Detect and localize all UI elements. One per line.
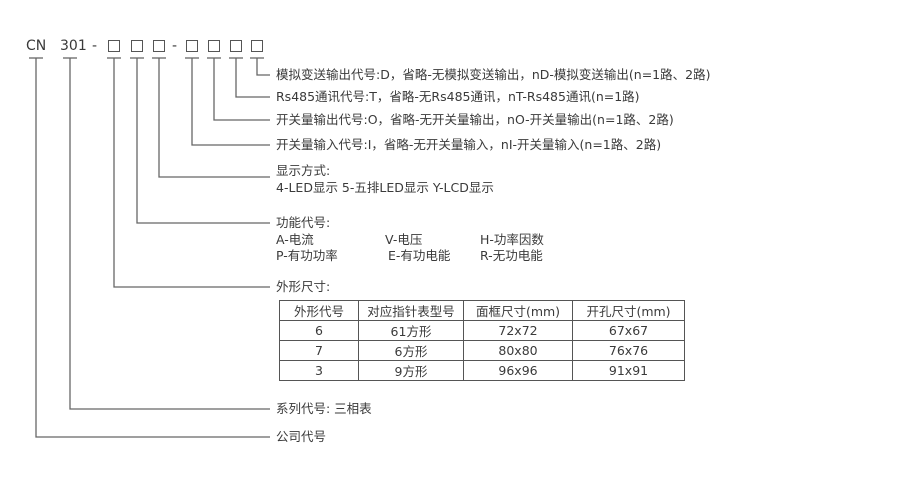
function-item: P-有功功率 [276, 248, 338, 263]
cell: 9方形 [358, 360, 464, 381]
dash-1: - [92, 38, 98, 54]
table-row: 7 6方形 80x80 76x76 [279, 340, 685, 361]
display-title: 显示方式: [276, 163, 331, 178]
dash-2: - [172, 38, 178, 54]
function-code-box [131, 40, 143, 52]
cell: 72x72 [463, 320, 573, 341]
header-cell: 对应指针表型号 [358, 300, 464, 321]
shape-table: 外形代号 对应指针表型号 面框尺寸(mm) 开孔尺寸(mm) 6 61方形 72… [279, 300, 685, 381]
table-row: 3 9方形 96x96 91x91 [279, 360, 685, 381]
shape-code-box [108, 40, 120, 52]
cell: 80x80 [463, 340, 573, 361]
cell: 76x76 [572, 340, 685, 361]
display-code-box [153, 40, 165, 52]
header-cell: 外形代号 [279, 300, 359, 321]
table-row: 6 61方形 72x72 67x67 [279, 320, 685, 341]
series-code-desc: 系列代号: 三相表 [276, 401, 372, 416]
function-item: A-电流 [276, 232, 314, 247]
function-title: 功能代号: [276, 215, 331, 230]
series-number: 301 [60, 38, 87, 54]
cell: 3 [279, 360, 359, 381]
cell: 91x91 [572, 360, 685, 381]
company-prefix: CN [26, 38, 47, 54]
shape-title: 外形尺寸: [276, 279, 331, 294]
cell: 7 [279, 340, 359, 361]
function-item: E-有功电能 [388, 248, 451, 263]
function-item: H-功率因数 [480, 232, 544, 247]
company-code-desc: 公司代号 [276, 429, 327, 444]
function-item: V-电压 [385, 232, 423, 247]
table-header-row: 外形代号 对应指针表型号 面框尺寸(mm) 开孔尺寸(mm) [279, 300, 685, 321]
rs485-box [230, 40, 242, 52]
cell: 67x67 [572, 320, 685, 341]
switch-input-box [186, 40, 198, 52]
switch-output-box [208, 40, 220, 52]
cell: 6 [279, 320, 359, 341]
cell: 61方形 [358, 320, 464, 341]
display-options: 4-LED显示 5-五排LED显示 Y-LCD显示 [276, 180, 494, 195]
rs485-desc: Rs485通讯代号:T，省略-无Rs485通讯，nT-Rs485通讯(n=1路) [276, 89, 640, 104]
cell: 6方形 [358, 340, 464, 361]
function-item: R-无功电能 [480, 248, 543, 263]
header-cell: 面框尺寸(mm) [463, 300, 573, 321]
analog-output-desc: 模拟变送输出代号:D，省略-无模拟变送输出，nD-模拟变送输出(n=1路、2路) [276, 67, 711, 82]
switch-output-desc: 开关量输出代号:O，省略-无开关量输出，nO-开关量输出(n=1路、2路) [276, 112, 674, 127]
header-cell: 开孔尺寸(mm) [572, 300, 685, 321]
cell: 96x96 [463, 360, 573, 381]
switch-input-desc: 开关量输入代号:I，省略-无开关量输入，nI-开关量输入(n=1路、2路) [276, 137, 662, 152]
analog-output-box [251, 40, 263, 52]
